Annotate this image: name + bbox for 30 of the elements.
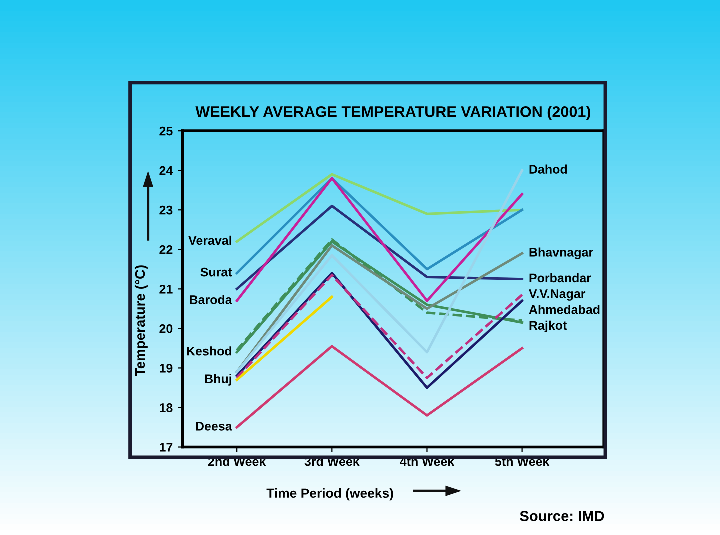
y-tick-label: 21	[160, 284, 173, 294]
y-tick-label: 25	[160, 126, 173, 136]
y-axis-title: Temperature (°C)	[134, 266, 148, 377]
line-series	[236, 169, 524, 374]
y-tick-label: 22	[160, 245, 173, 254]
y-tick-label: 17	[160, 443, 173, 452]
annotation: Surat	[200, 268, 232, 277]
line-series	[236, 173, 524, 243]
annotation: Bhavnagar	[530, 248, 594, 260]
y-tick-label: 24	[160, 166, 174, 176]
line-series	[236, 204, 524, 290]
chart-title: WEEKLY AVERAGE TEMPERATURE VARIATION (2001)	[196, 106, 591, 120]
line-series	[236, 177, 524, 275]
annotation: Keshod	[187, 346, 232, 356]
annotation: Ahmedabad	[529, 305, 600, 314]
x-axis-title: Time Period (weeks)	[266, 488, 394, 501]
annotation: Bhuj	[205, 374, 232, 386]
y-tick-label: 19	[160, 364, 173, 373]
y-tick-label: 18	[160, 404, 173, 412]
annotation: Veraval	[188, 236, 232, 246]
line-series	[236, 345, 524, 429]
source-note: Source: IMD	[520, 511, 604, 522]
annotation: Deesa	[196, 422, 232, 431]
y-tick-label: 20	[160, 324, 173, 334]
annotation: V.V.Nagar	[529, 290, 586, 301]
annotation: Baroda	[190, 295, 232, 304]
annotation: Rajkot	[530, 320, 568, 333]
annotation: Porbandar	[530, 273, 592, 283]
annotation: Dahod	[530, 164, 568, 174]
y-tick-label: 23	[160, 206, 173, 215]
